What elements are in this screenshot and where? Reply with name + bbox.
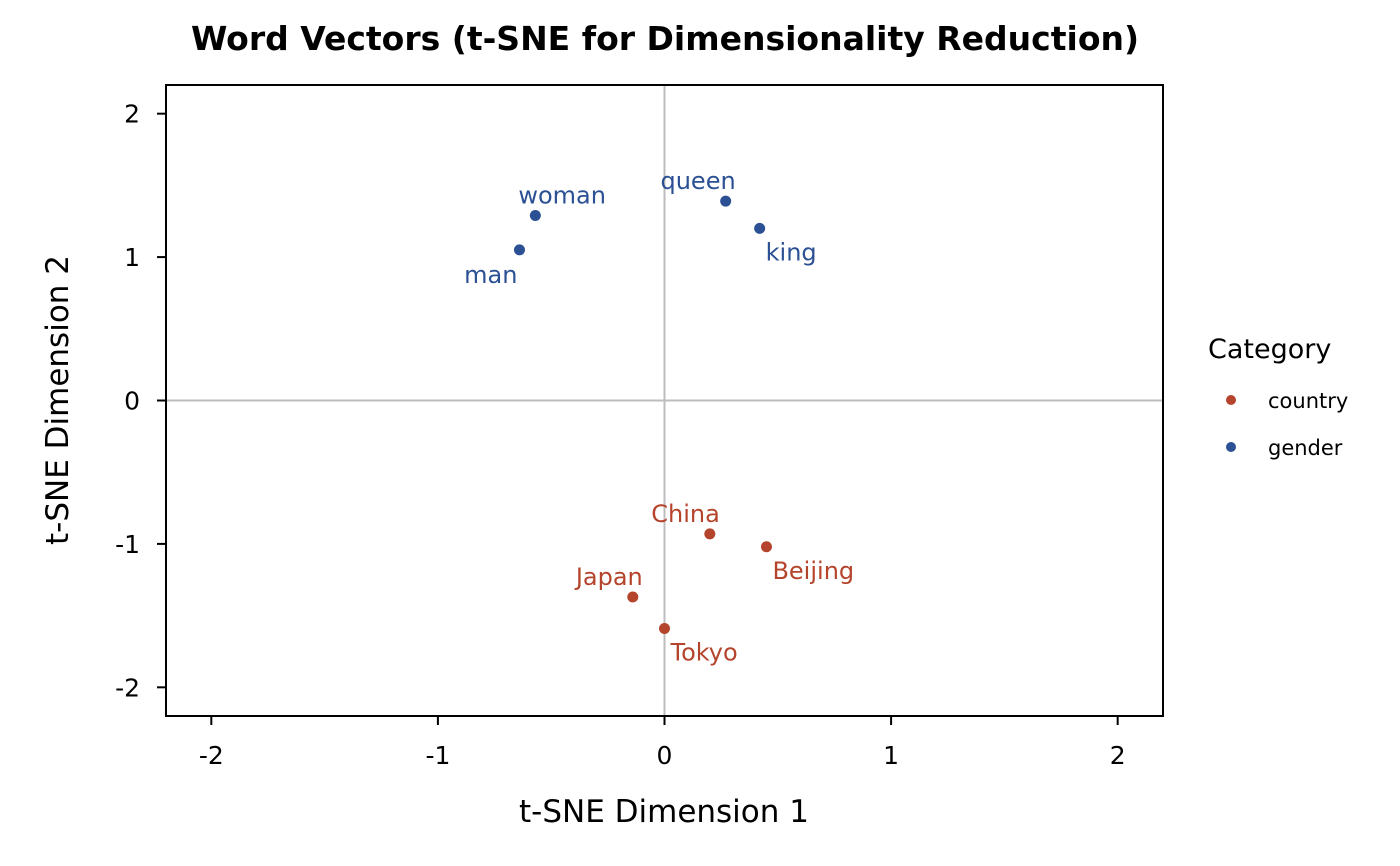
point-japan [627,591,639,603]
x-tick-label: -1 [425,741,450,770]
y-tick-label: 0 [124,387,140,416]
point-label-china: China [651,500,720,528]
point-label-man: man [464,261,517,289]
point-woman [529,210,541,222]
x-tick-label: 1 [883,741,899,770]
point-label-beijing: Beijing [772,557,854,585]
point-beijing [760,541,772,553]
legend-title: Category [1208,334,1331,365]
y-axis-title: t-SNE Dimension 2 [40,255,76,545]
legend: Category country gender [1208,334,1348,460]
point-label-king: king [766,238,817,266]
y-tick-label: -2 [115,673,140,702]
point-man [513,244,525,256]
x-tick-label: 2 [1110,741,1126,770]
legend-marker-gender [1226,442,1236,452]
point-queen [720,195,732,207]
y-axis: -2 -1 0 1 2 [115,100,166,702]
legend-label-country: country [1268,389,1348,413]
x-axis-title: t-SNE Dimension 1 [519,794,809,830]
zero-lines [166,85,1163,716]
point-label-woman: woman [518,182,606,210]
legend-entries: country gender [1226,389,1348,460]
point-tokyo [659,623,670,635]
x-tick-label: -2 [199,741,224,770]
x-axis: -2 -1 0 1 2 [199,716,1126,770]
point-china [704,528,716,540]
point-label-queen: queen [660,167,735,195]
point-label-japan: Japan [574,563,643,591]
legend-marker-country [1226,395,1236,405]
point-label-tokyo: Tokyo [670,639,738,667]
x-tick-label: 0 [657,741,673,770]
y-tick-label: 1 [124,243,140,272]
point-king [754,222,766,234]
y-tick-label: 2 [124,100,140,129]
legend-label-gender: gender [1268,436,1343,460]
chart-title: Word Vectors (t-SNE for Dimensionality R… [191,19,1139,58]
plot-area: man woman queen king China Beijing Japan Tokyo [165,84,1164,717]
points-layer: man woman queen king China Beijing Japan Tokyo [464,167,854,666]
y-tick-label: -1 [115,530,140,559]
